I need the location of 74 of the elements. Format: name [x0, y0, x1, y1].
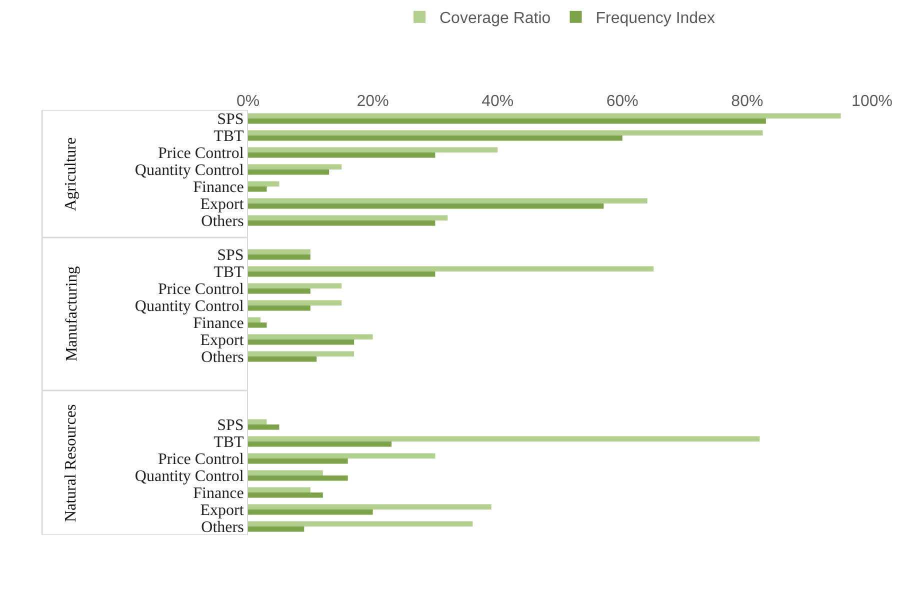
text: Agriculture — [62, 137, 80, 212]
y-tick-label: Export — [200, 332, 244, 350]
y-tick-label: Finance — [193, 179, 244, 196]
x-tick-label: 20% — [356, 92, 389, 110]
bar — [248, 453, 436, 458]
bar — [248, 164, 342, 170]
text: Manufacturing — [63, 266, 80, 362]
y-tick-label: TBT — [214, 128, 244, 146]
bar — [248, 204, 604, 209]
bar — [248, 340, 354, 345]
y-tick-label: Others — [201, 519, 244, 536]
y-tick-label: Others — [201, 213, 244, 230]
x-tick-label: 60% — [606, 92, 638, 110]
bar — [248, 186, 267, 192]
bar — [248, 470, 323, 476]
bar — [248, 424, 280, 430]
x-tick-label: 40% — [482, 92, 514, 110]
y-tick-label: SPS — [217, 417, 244, 434]
y-tick-label: Quantity Control — [134, 298, 244, 316]
y-tick-label: TBT — [214, 264, 244, 282]
bar — [248, 510, 373, 515]
bar — [248, 476, 348, 481]
bar — [248, 317, 260, 322]
bar — [248, 170, 330, 175]
bar — [248, 220, 436, 226]
bar — [248, 492, 323, 498]
bar — [248, 130, 763, 136]
bar — [248, 152, 436, 158]
bar — [248, 306, 310, 311]
bar — [248, 215, 448, 220]
bar — [248, 181, 280, 186]
y-tick-label: SPS — [217, 111, 244, 128]
bar — [248, 198, 648, 204]
bar — [248, 436, 760, 442]
y-tick-label: SPS — [217, 247, 244, 264]
bar — [248, 272, 436, 277]
bar — [248, 419, 267, 424]
text: Natural Resources — [62, 404, 80, 522]
legend-label: Coverage Ratio — [440, 10, 551, 28]
bar — [248, 504, 492, 510]
bar — [248, 113, 841, 118]
y-tick-label: Finance — [193, 485, 244, 502]
y-tick-label: Quantity Control — [134, 162, 244, 180]
bar — [248, 351, 354, 356]
y-tick-label: Export — [200, 502, 244, 520]
y-tick-label: Price Control — [158, 145, 244, 162]
y-tick-label: Quantity Control — [134, 468, 244, 486]
bar — [248, 266, 654, 272]
bar — [248, 147, 498, 152]
y-tick-label: Price Control — [158, 451, 244, 468]
x-tick-label: 100% — [852, 92, 892, 110]
y-tick-label: Price Control — [158, 281, 244, 298]
y-tick-label: TBT — [214, 434, 244, 452]
bar — [248, 334, 373, 340]
y-tick-label: Finance — [193, 315, 244, 332]
bar — [248, 521, 473, 526]
y-tick-label: Others — [201, 349, 244, 366]
x-tick-label: 0% — [236, 92, 260, 110]
bar — [248, 249, 310, 254]
bar — [248, 118, 766, 124]
bar — [248, 254, 310, 260]
bar — [248, 288, 310, 294]
bar — [248, 526, 304, 532]
bar — [248, 283, 342, 288]
bar — [248, 322, 267, 328]
bar — [248, 442, 392, 447]
bar — [248, 300, 342, 306]
bar — [248, 458, 348, 464]
legend-label: Frequency Index — [596, 10, 715, 28]
x-tick-label: 80% — [731, 92, 764, 110]
bar — [248, 136, 622, 141]
bar — [248, 487, 310, 492]
bar — [248, 356, 317, 362]
y-tick-label: Export — [200, 196, 244, 214]
